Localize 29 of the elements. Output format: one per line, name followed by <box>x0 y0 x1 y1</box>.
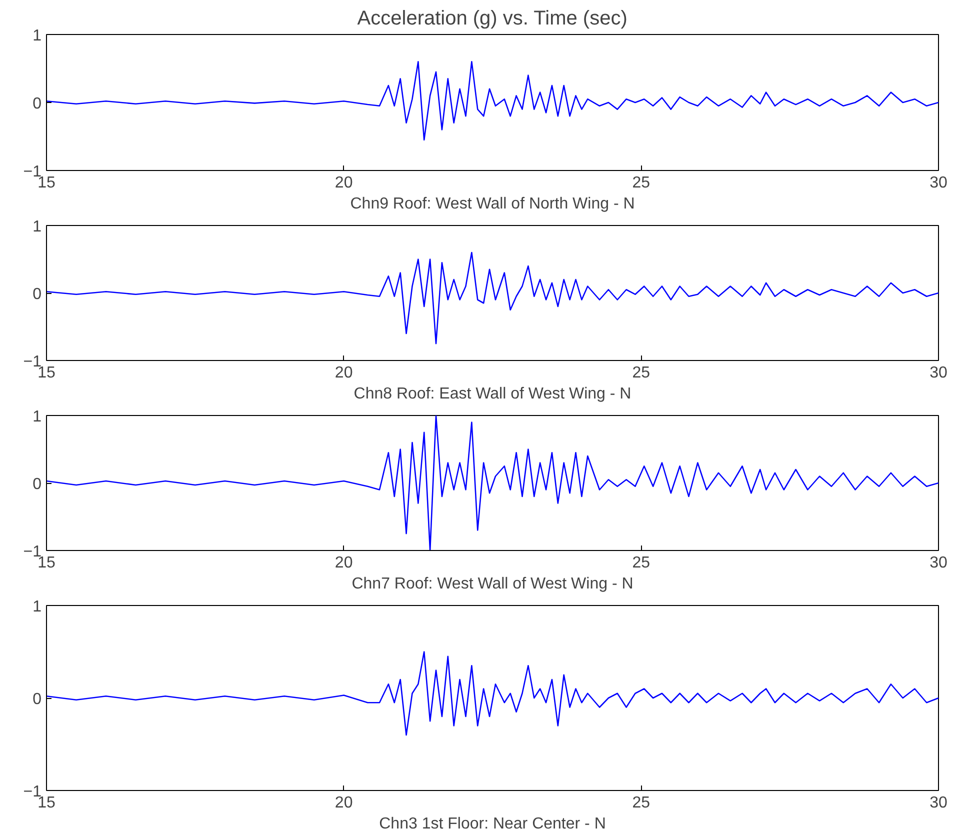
x-tick-label: 30 <box>930 174 948 192</box>
x-tick-label: 25 <box>632 174 650 192</box>
y-tick-label: 0 <box>32 96 42 112</box>
x-tick-label: 30 <box>930 364 948 382</box>
x-tick-label: 25 <box>632 794 650 812</box>
y-tick-label: 1 <box>32 218 42 236</box>
y-tick-label: 1 <box>32 28 42 44</box>
chart-title: Acceleration (g) vs. Time (sec) <box>357 8 628 30</box>
x-axis-title: Chn8 Roof: East Wall of West Wing - N <box>354 386 632 402</box>
line-series <box>46 651 938 736</box>
x-axis-title: Chn3 1st Floor: Near Center - N <box>379 816 606 832</box>
x-tick-label: 30 <box>930 554 948 572</box>
line-series <box>46 416 938 550</box>
x-tick-label: 20 <box>334 364 353 382</box>
y-tick-label: 1 <box>32 408 42 426</box>
line-series <box>46 252 938 344</box>
y-tick-label: 0 <box>32 691 42 708</box>
y-tick-label: 1 <box>32 598 42 616</box>
line-series <box>46 61 938 141</box>
x-tick-label: 30 <box>930 794 948 812</box>
x-tick-label: 20 <box>334 794 353 812</box>
x-tick-label: 25 <box>632 554 650 572</box>
y-tick-label: 0 <box>32 286 42 303</box>
x-tick-label: 20 <box>334 174 353 192</box>
y-tick-label: 0 <box>32 476 42 493</box>
x-axis-title: Chn7 Roof: West Wall of West Wing - N <box>352 576 634 592</box>
x-tick-label: 20 <box>334 554 353 572</box>
x-axis-title: Chn9 Roof: West Wall of North Wing - N <box>350 196 635 212</box>
x-tick-label: 25 <box>632 364 650 382</box>
